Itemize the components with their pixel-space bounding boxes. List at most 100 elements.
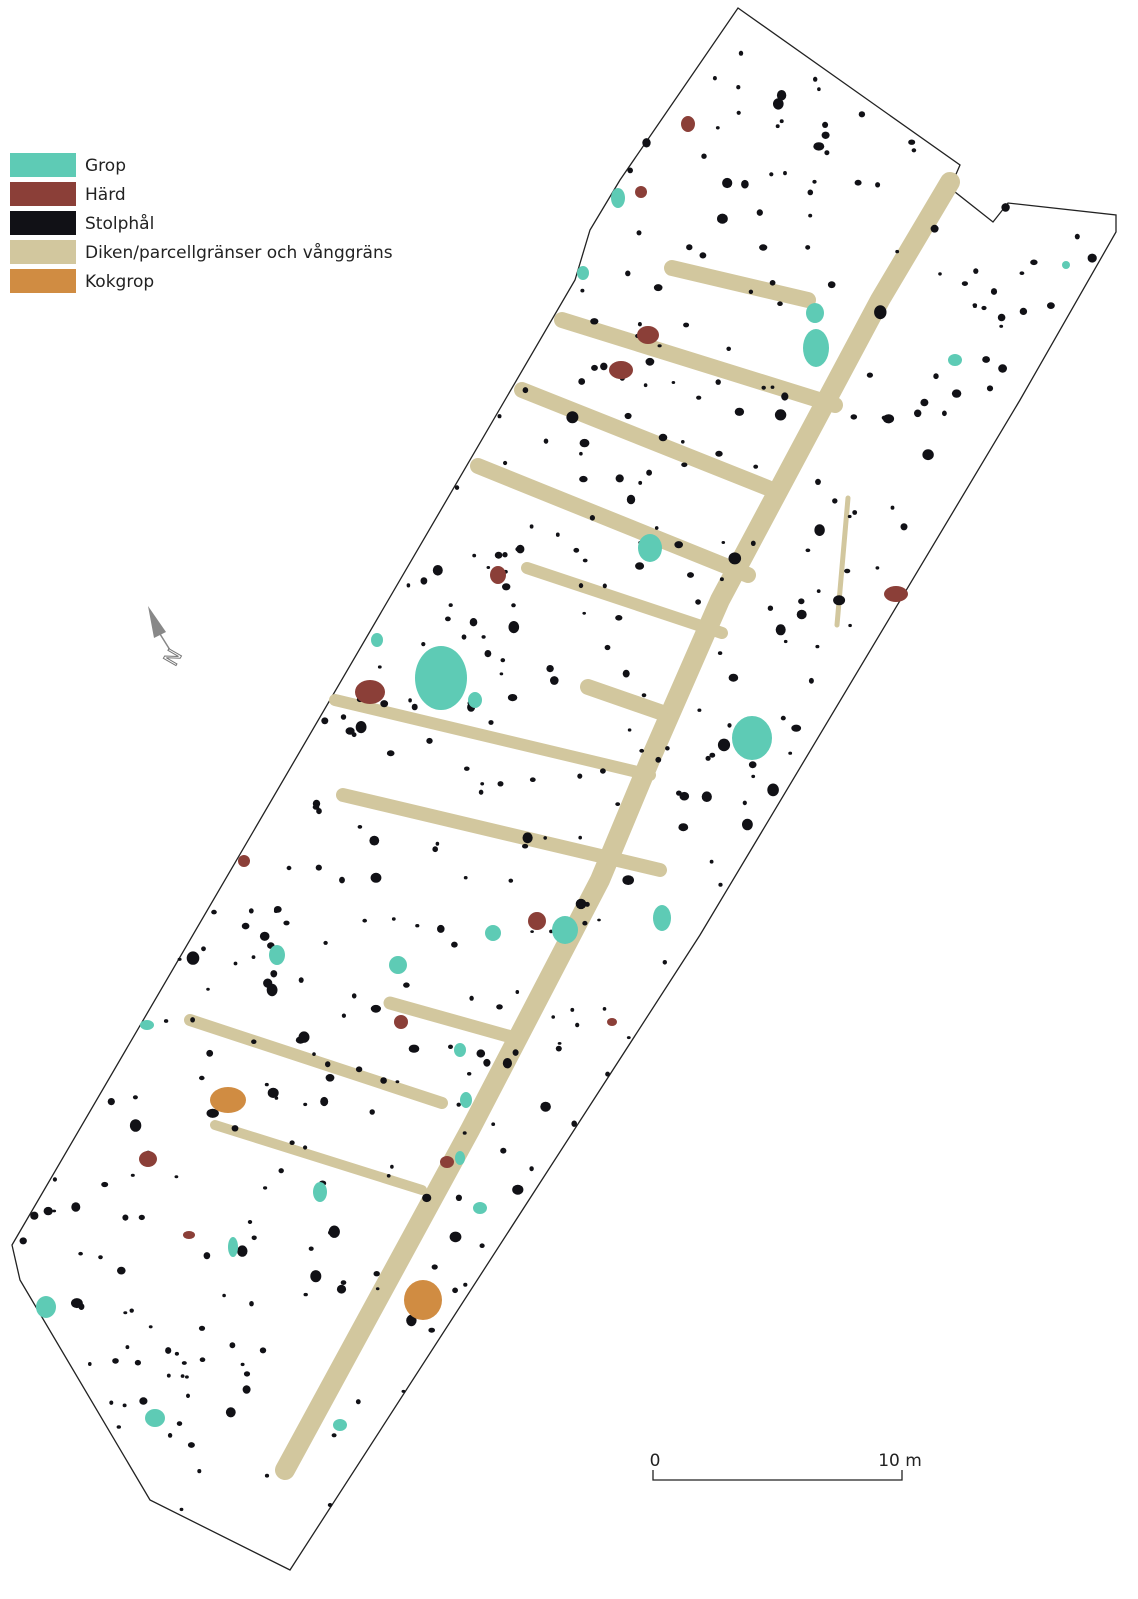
hearth [238, 855, 250, 867]
posthole [463, 1282, 468, 1287]
posthole [736, 85, 741, 90]
posthole [816, 589, 821, 593]
posthole [449, 1231, 462, 1243]
posthole [408, 698, 412, 703]
posthole [717, 738, 731, 752]
posthole [875, 182, 881, 188]
posthole [543, 836, 547, 840]
posthole [727, 723, 732, 728]
posthole [808, 677, 814, 684]
hearth [635, 186, 647, 198]
posthole [323, 940, 328, 945]
posthole [580, 288, 585, 293]
posthole [428, 1327, 436, 1333]
hearth [528, 912, 546, 930]
posthole [683, 322, 690, 328]
posthole [990, 288, 998, 295]
posthole [229, 1342, 236, 1349]
posthole [259, 931, 270, 941]
posthole [484, 650, 492, 658]
posthole [814, 524, 825, 536]
posthole [761, 385, 766, 390]
posthole [681, 462, 688, 468]
posthole [972, 304, 977, 308]
posthole [699, 252, 707, 259]
posthole [98, 1255, 103, 1260]
posthole [431, 1264, 438, 1270]
posthole [654, 526, 659, 530]
posthole [767, 783, 779, 797]
posthole [71, 1202, 81, 1212]
hearth [183, 1231, 195, 1239]
posthole [600, 768, 606, 774]
hearth [440, 1156, 454, 1168]
posthole [132, 1095, 138, 1100]
posthole [895, 249, 900, 254]
posthole [426, 737, 433, 744]
posthole [578, 835, 582, 840]
ditches [184, 172, 960, 1480]
ditch [329, 694, 656, 781]
posthole [530, 930, 534, 933]
posthole [266, 983, 278, 997]
posthole [882, 414, 895, 424]
pit [948, 354, 962, 366]
pit [371, 633, 383, 647]
posthole [522, 843, 529, 849]
posthole [543, 438, 549, 444]
posthole [718, 882, 723, 887]
posthole [78, 1251, 83, 1256]
posthole [602, 583, 607, 589]
posthole [52, 1209, 57, 1213]
posthole [406, 583, 411, 588]
posthole [726, 346, 731, 351]
posthole [19, 1237, 27, 1245]
posthole [751, 774, 756, 779]
posthole [624, 412, 632, 420]
posthole [625, 270, 631, 277]
posthole [555, 1045, 562, 1052]
posthole [336, 1284, 347, 1294]
posthole [627, 728, 632, 732]
posthole [186, 1393, 190, 1399]
pit [313, 1182, 327, 1202]
postholes [19, 50, 1097, 1512]
posthole [638, 480, 643, 485]
pit [638, 534, 662, 562]
posthole [502, 1058, 512, 1069]
ditch [521, 562, 728, 639]
posthole [303, 1102, 308, 1107]
posthole [512, 1049, 519, 1056]
posthole [401, 1389, 406, 1393]
posthole [488, 720, 494, 725]
pit [653, 905, 671, 931]
posthole [575, 1022, 580, 1028]
posthole [174, 1351, 179, 1356]
posthole [781, 392, 789, 401]
posthole [386, 1174, 391, 1178]
posthole [101, 1181, 109, 1188]
legend-label: Stolphål [85, 213, 154, 234]
posthole [914, 409, 922, 418]
posthole [813, 142, 825, 151]
posthole [391, 917, 396, 921]
posthole [472, 553, 477, 558]
posthole [636, 230, 642, 236]
ditch [470, 458, 756, 583]
posthole [783, 639, 788, 644]
posthole [380, 700, 389, 708]
ditch [383, 996, 522, 1045]
posthole [709, 859, 714, 864]
posthole [264, 1473, 270, 1478]
posthole [486, 566, 491, 569]
posthole [355, 721, 367, 734]
hearth [355, 680, 385, 704]
posthole [626, 494, 636, 505]
posthole [373, 1271, 380, 1277]
posthole [604, 644, 611, 651]
posthole [748, 289, 754, 294]
pit [577, 266, 589, 280]
pit [269, 945, 285, 965]
posthole [715, 450, 723, 457]
posthole [717, 651, 723, 655]
